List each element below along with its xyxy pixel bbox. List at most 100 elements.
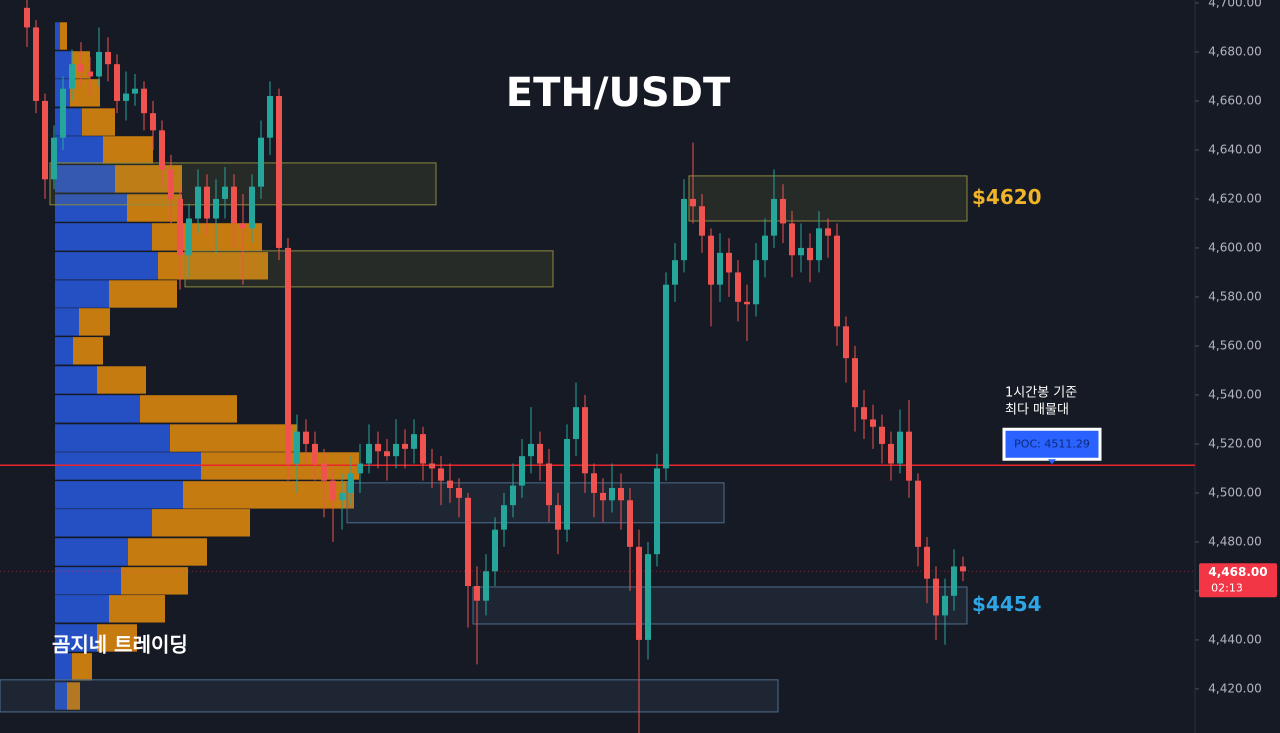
candle-body — [474, 586, 480, 601]
candle-body — [330, 480, 336, 501]
profile-buy-bar — [55, 595, 109, 623]
candle-body — [375, 443, 381, 452]
zone-label: $4454 — [972, 592, 1042, 616]
candle-body — [231, 186, 237, 224]
candle-body — [600, 492, 606, 501]
profile-buy-bar — [55, 223, 152, 251]
candle-body — [681, 198, 687, 261]
candle-body — [168, 169, 174, 199]
candle-body — [186, 218, 192, 256]
candle-body — [42, 100, 48, 180]
candle-body — [348, 473, 354, 493]
candle-body — [663, 284, 669, 469]
candle-body — [150, 113, 156, 131]
zone-label: $4620 — [972, 185, 1042, 209]
poc-pointer — [1048, 459, 1056, 465]
profile-sell-bar — [152, 509, 250, 537]
candle-body — [492, 529, 498, 572]
profile-buy-bar — [55, 682, 67, 710]
profile-buy-bar — [55, 538, 128, 566]
profile-buy-bar — [55, 194, 127, 222]
zone — [184, 250, 554, 288]
candle-body — [312, 443, 318, 464]
candle-body — [33, 27, 39, 101]
y-tick-label: 4,480.00 — [1208, 534, 1261, 548]
candle-body — [87, 71, 93, 77]
candle-body — [537, 443, 543, 464]
candle-body — [807, 247, 813, 261]
candle-body — [960, 566, 966, 572]
candle-body — [222, 186, 228, 199]
candle-body — [303, 431, 309, 444]
candle-body — [402, 443, 408, 449]
candle-body — [321, 463, 327, 481]
profile-sell-bar — [82, 108, 115, 136]
profile-buy-bar — [55, 653, 72, 681]
profile-buy-bar — [55, 395, 140, 423]
y-tick-label: 4,640.00 — [1208, 142, 1261, 156]
candle-body — [888, 443, 894, 464]
y-tick-label: 4,540.00 — [1208, 387, 1261, 401]
profile-buy-bar — [55, 567, 121, 595]
candle-body — [897, 431, 903, 464]
profile-buy-bar — [55, 337, 73, 365]
candle-body — [249, 186, 255, 229]
candle-body — [789, 223, 795, 256]
profile-sell-bar — [73, 337, 103, 365]
candle-body — [51, 137, 57, 180]
profile-sell-bar — [97, 624, 137, 652]
y-tick-label: 4,520.00 — [1208, 436, 1261, 450]
candle-body — [447, 480, 453, 489]
candle-body — [204, 186, 210, 219]
candle-body — [951, 566, 957, 596]
profile-buy-bar — [55, 366, 97, 394]
candle-body — [456, 488, 462, 498]
candle-body — [501, 505, 507, 530]
candle-body — [483, 571, 489, 601]
candle-body — [357, 463, 363, 474]
profile-sell-bar — [67, 682, 80, 710]
profile-buy-bar — [55, 481, 183, 509]
candle-body — [240, 223, 246, 229]
profile-sell-bar — [97, 366, 146, 394]
candle-body — [636, 546, 642, 640]
candle-body — [24, 7, 30, 28]
candle-body — [726, 252, 732, 273]
candle-body — [654, 468, 660, 555]
candle-body — [582, 407, 588, 474]
candle-body — [735, 272, 741, 302]
candle-body — [573, 407, 579, 440]
profile-buy-bar — [55, 424, 170, 452]
candle-body — [519, 456, 525, 486]
candle-body — [60, 88, 66, 138]
candle-body — [753, 260, 759, 305]
candle-body — [672, 260, 678, 285]
y-tick-label: 4,560.00 — [1208, 338, 1261, 352]
y-tick-label: 4,660.00 — [1208, 93, 1261, 107]
candle-body — [924, 546, 930, 579]
candle-body — [114, 64, 120, 101]
y-tick-label: 4,600.00 — [1208, 240, 1261, 254]
profile-sell-bar — [183, 481, 354, 509]
candle-body — [555, 505, 561, 530]
profile-sell-bar — [121, 567, 188, 595]
poc-label-box — [1002, 427, 1102, 461]
candle-body — [816, 228, 822, 261]
profile-buy-bar — [55, 108, 82, 136]
candle-body — [645, 554, 651, 640]
candle-body — [591, 473, 597, 493]
candle-body — [294, 431, 300, 464]
candle-body — [744, 301, 750, 305]
candle-body — [384, 451, 390, 457]
y-tick-label: 4,680.00 — [1208, 44, 1261, 58]
candle-body — [267, 96, 273, 138]
candle-body — [843, 326, 849, 359]
candle-body — [411, 434, 417, 449]
zone — [0, 679, 779, 713]
candle-body — [879, 426, 885, 444]
candle-body — [132, 88, 138, 94]
candle-body — [285, 247, 291, 464]
candle-body — [798, 247, 804, 256]
watermark: 곰지네 트레이딩 — [52, 633, 188, 657]
